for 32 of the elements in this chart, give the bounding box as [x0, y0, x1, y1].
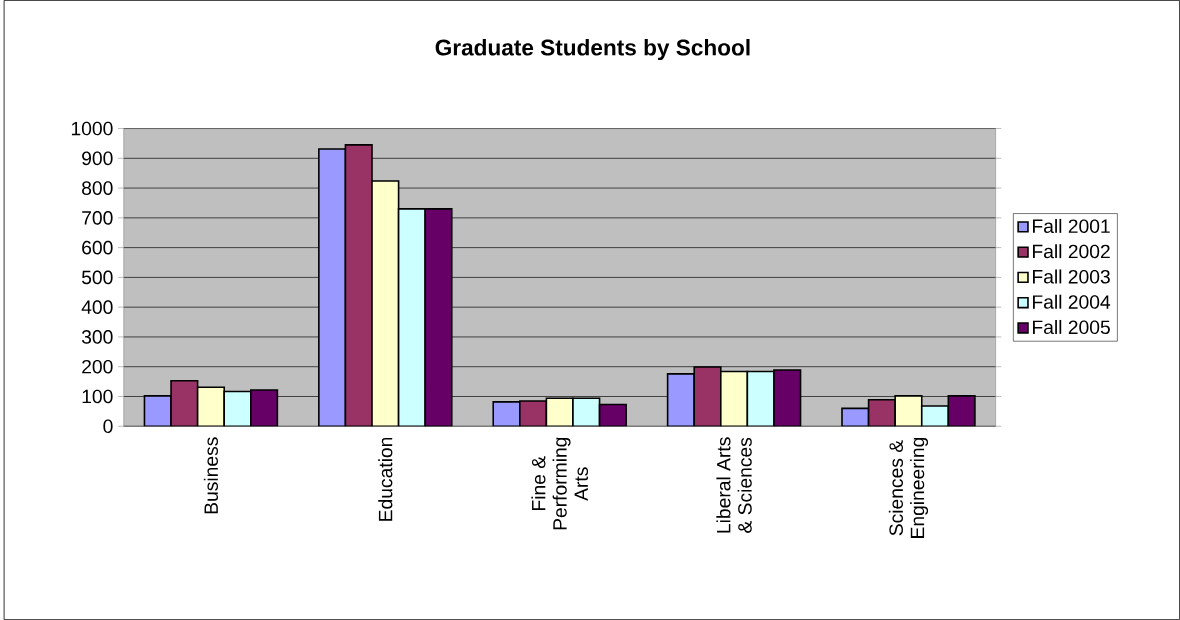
bar	[318, 149, 346, 427]
legend-label: Fall 2005	[1033, 319, 1110, 335]
x-tick-label: Business	[203, 437, 218, 514]
bar	[425, 208, 452, 427]
bar	[667, 373, 695, 427]
x-tick-label: Liberal Arts & Sciences	[716, 437, 752, 533]
x-tick-label: Sciences & Engineering	[888, 437, 929, 538]
legend-label: Fall 2002	[1033, 244, 1110, 259]
legend-label: Fall 2003	[1033, 269, 1110, 284]
y-tick-label: 100	[82, 389, 113, 404]
bar	[372, 180, 399, 427]
bar	[720, 371, 748, 427]
y-tick-label: 300	[81, 330, 113, 344]
y-tick-label: 800	[82, 181, 113, 195]
chart-title: Graduate Students by School	[435, 38, 750, 61]
y-tick-label: 1000	[71, 121, 113, 136]
bar	[747, 371, 774, 427]
legend-label: Fall 2001	[1033, 218, 1110, 234]
bar	[773, 369, 801, 427]
y-tick-label: 600	[82, 240, 113, 255]
y-tick-label: 0	[103, 419, 113, 434]
bar	[345, 144, 373, 427]
x-tick-label: Fine & Performing Arts	[531, 437, 589, 530]
legend-label: Fall 2004	[1033, 294, 1111, 309]
bar	[694, 367, 721, 427]
y-tick-label: 200	[82, 359, 113, 374]
bar	[398, 208, 426, 427]
y-tick-label: 700	[82, 211, 113, 225]
y-tick-label: 500	[81, 270, 113, 285]
y-tick-label: 400	[81, 300, 113, 314]
y-tick-label: 900	[82, 151, 113, 166]
x-tick-label: Education	[378, 437, 393, 521]
